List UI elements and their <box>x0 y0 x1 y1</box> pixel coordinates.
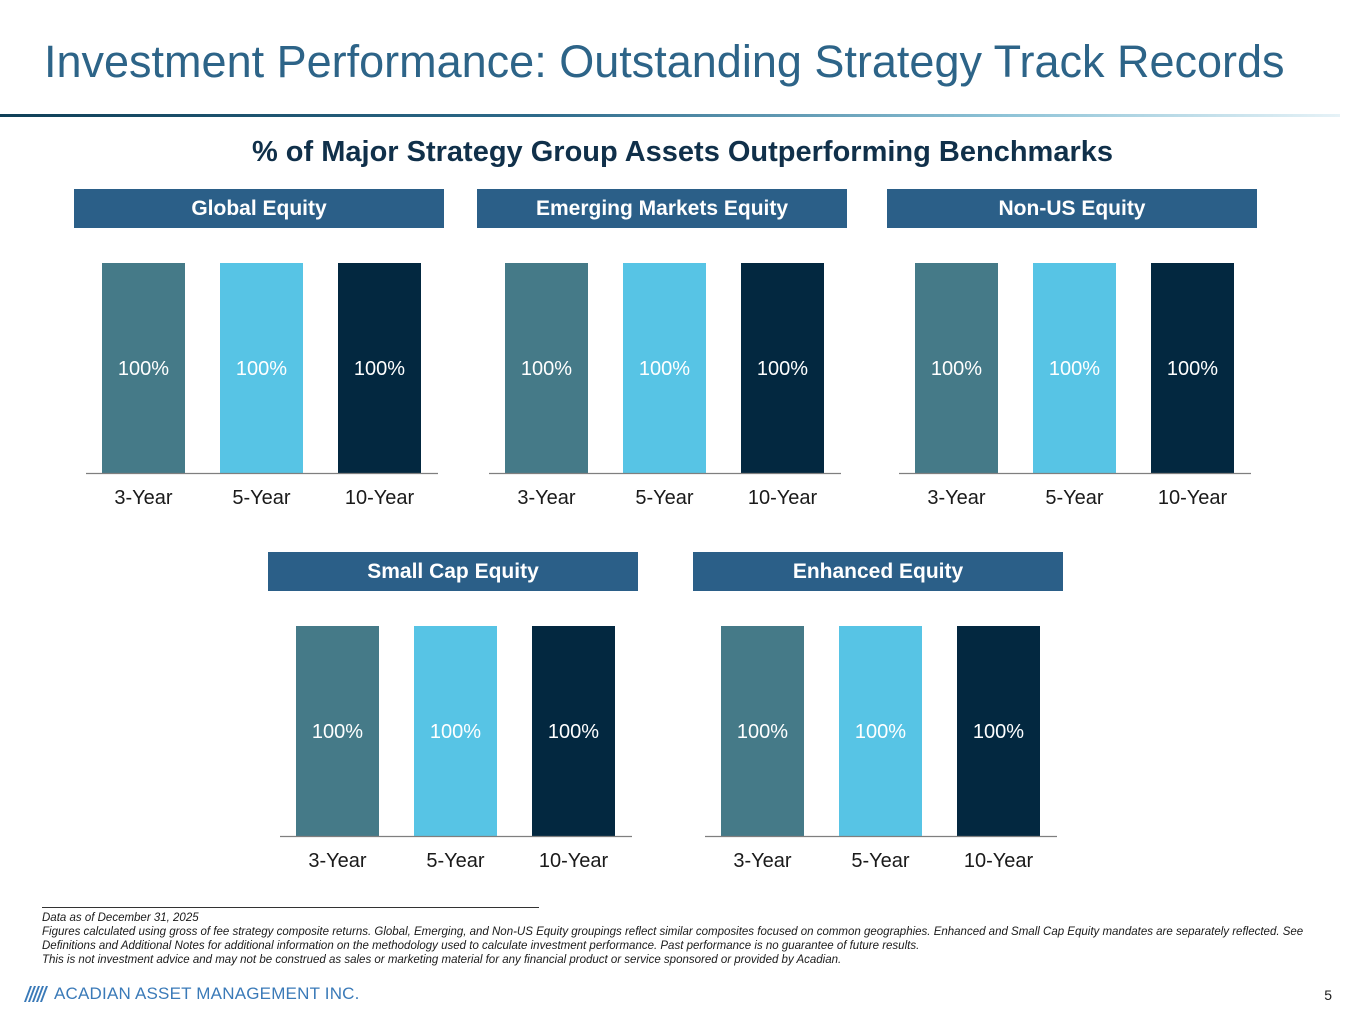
data-label: 100% <box>973 721 1024 743</box>
x-tick-label: 3-Year <box>517 487 576 509</box>
x-tick-label: 5-Year <box>232 487 291 509</box>
chart-panel-emerging-markets-equity: Emerging Markets Equity 100% 3-Year 100% 5-… <box>477 189 847 519</box>
data-label: 100% <box>548 721 599 743</box>
bar-5-year <box>220 263 303 473</box>
x-tick-label: 3-Year <box>733 850 792 872</box>
data-label: 100% <box>521 358 572 380</box>
bar-5-year <box>1033 263 1116 473</box>
page-number: 5 <box>1324 987 1332 1003</box>
bar-3-year <box>296 626 379 836</box>
x-tick-label: 3-Year <box>114 487 173 509</box>
x-tick-label: 10-Year <box>748 487 818 509</box>
data-label: 100% <box>757 358 808 380</box>
bar-5-year <box>623 263 706 473</box>
chart-title: Enhanced Equity <box>693 552 1063 591</box>
x-tick-label: 3-Year <box>927 487 986 509</box>
bar-5-year <box>839 626 922 836</box>
footnote-divider <box>42 907 539 908</box>
chart-panel-small-cap-equity: Small Cap Equity 100% 3-Year 100% 5-Year 100… <box>268 552 638 882</box>
footnote-data-date: Data as of December 31, 2025 <box>42 912 199 924</box>
x-tick-label: 10-Year <box>539 850 609 872</box>
bar-chart-non-us-equity: 100% 3-Year 100% 5-Year 100% 10-Year <box>899 263 1251 509</box>
bar-3-year <box>721 626 804 836</box>
bar-10-year <box>532 626 615 836</box>
bar-chart-small-cap-equity: 100% 3-Year 100% 5-Year 100% 10-Year <box>280 626 632 872</box>
data-label: 100% <box>931 358 982 380</box>
chart-title: Emerging Markets Equity <box>477 189 847 228</box>
chart-panel-global-equity: Global Equity 100% 3-Year 100% 5-Year 100% 10… <box>74 189 444 519</box>
page-title: Investment Performance: Outstanding Stra… <box>44 36 1285 87</box>
bar-10-year <box>1151 263 1234 473</box>
title-divider <box>0 114 1340 117</box>
x-tick-label: 5-Year <box>851 850 910 872</box>
acadian-mountain-logo-icon <box>24 986 48 1002</box>
bar-5-year <box>414 626 497 836</box>
footnote-methodology: Figures calculated using gross of fee st… <box>42 926 1304 952</box>
bar-3-year <box>102 263 185 473</box>
chart-title: Non-US Equity <box>887 189 1257 228</box>
data-label: 100% <box>236 358 287 380</box>
chart-title: Small Cap Equity <box>268 552 638 591</box>
x-tick-label: 10-Year <box>1158 487 1228 509</box>
chart-panel-enhanced-equity: Enhanced Equity 100% 3-Year 100% 5-Year 100%… <box>693 552 1063 882</box>
x-tick-label: 5-Year <box>635 487 694 509</box>
data-label: 100% <box>855 721 906 743</box>
chart-subtitle: % of Major Strategy Group Assets Outperf… <box>251 136 1114 168</box>
chart-panel-non-us-equity: Non-US Equity 100% 3-Year 100% 5-Year 100% 10… <box>887 189 1257 519</box>
chart-title: Global Equity <box>74 189 444 228</box>
bar-chart-emerging-markets-equity: 100% 3-Year 100% 5-Year 100% 10-Year <box>489 263 841 509</box>
data-label: 100% <box>118 358 169 380</box>
bar-10-year <box>338 263 421 473</box>
company-logo: ACADIAN ASSET MANAGEMENT INC. <box>24 984 360 1004</box>
x-tick-label: 10-Year <box>964 850 1034 872</box>
data-label: 100% <box>1049 358 1100 380</box>
data-label: 100% <box>312 721 363 743</box>
x-tick-label: 5-Year <box>1045 487 1104 509</box>
bar-chart-global-equity: 100% 3-Year 100% 5-Year 100% 10-Year <box>86 263 438 509</box>
data-label: 100% <box>354 358 405 380</box>
footnote-disclaimer: This is not investment advice and may no… <box>42 954 842 966</box>
data-label: 100% <box>737 721 788 743</box>
x-tick-label: 10-Year <box>345 487 415 509</box>
bar-10-year <box>741 263 824 473</box>
company-name: ACADIAN ASSET MANAGEMENT INC. <box>54 984 360 1003</box>
footnotes: Data as of December 31, 2025 Figures cal… <box>42 911 1332 967</box>
data-label: 100% <box>430 721 481 743</box>
bar-chart-enhanced-equity: 100% 3-Year 100% 5-Year 100% 10-Year <box>705 626 1057 872</box>
bar-10-year <box>957 626 1040 836</box>
bar-3-year <box>915 263 998 473</box>
x-tick-label: 3-Year <box>308 850 367 872</box>
data-label: 100% <box>639 358 690 380</box>
bar-3-year <box>505 263 588 473</box>
x-tick-label: 5-Year <box>426 850 485 872</box>
data-label: 100% <box>1167 358 1218 380</box>
